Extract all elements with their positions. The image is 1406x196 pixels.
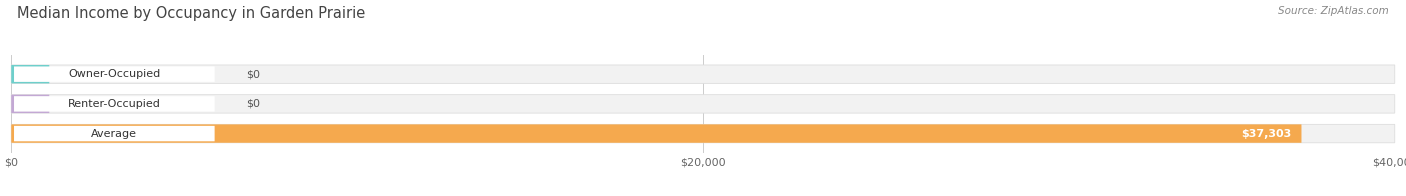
FancyBboxPatch shape	[11, 65, 49, 83]
Text: Average: Average	[91, 129, 138, 139]
FancyBboxPatch shape	[11, 124, 1302, 143]
Text: Owner-Occupied: Owner-Occupied	[69, 69, 160, 79]
Text: Median Income by Occupancy in Garden Prairie: Median Income by Occupancy in Garden Pra…	[17, 6, 366, 21]
FancyBboxPatch shape	[11, 124, 1395, 143]
FancyBboxPatch shape	[14, 96, 215, 112]
FancyBboxPatch shape	[11, 95, 49, 113]
FancyBboxPatch shape	[14, 66, 215, 82]
FancyBboxPatch shape	[14, 126, 215, 141]
Text: Renter-Occupied: Renter-Occupied	[67, 99, 160, 109]
Text: $0: $0	[246, 69, 260, 79]
Text: $0: $0	[246, 99, 260, 109]
FancyBboxPatch shape	[11, 65, 1395, 83]
Text: Source: ZipAtlas.com: Source: ZipAtlas.com	[1278, 6, 1389, 16]
Text: $37,303: $37,303	[1241, 129, 1291, 139]
FancyBboxPatch shape	[11, 95, 1395, 113]
